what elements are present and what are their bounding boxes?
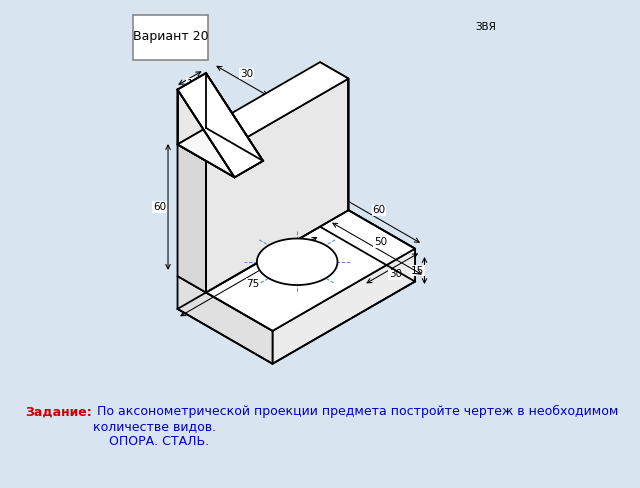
Polygon shape	[320, 62, 349, 210]
Polygon shape	[177, 144, 206, 292]
Polygon shape	[177, 73, 263, 177]
Text: 50: 50	[374, 237, 387, 247]
Text: 60: 60	[153, 202, 166, 212]
Text: 30: 30	[389, 269, 402, 279]
Text: Ø30: Ø30	[281, 244, 302, 253]
Text: 25: 25	[255, 129, 268, 140]
Polygon shape	[177, 90, 234, 177]
Polygon shape	[206, 73, 263, 161]
Polygon shape	[177, 128, 263, 177]
Polygon shape	[320, 194, 415, 282]
Text: 75: 75	[246, 279, 260, 289]
Text: 60: 60	[372, 205, 385, 215]
Text: 30: 30	[240, 69, 253, 79]
Polygon shape	[177, 194, 415, 331]
Polygon shape	[206, 79, 349, 292]
Polygon shape	[273, 248, 415, 364]
Polygon shape	[177, 276, 273, 364]
Polygon shape	[257, 239, 337, 285]
Text: По аксонометрической проекции предмета постройте чертеж в необходимом
количестве: По аксонометрической проекции предмета п…	[93, 405, 619, 448]
Text: Задание:: Задание:	[25, 405, 92, 418]
FancyBboxPatch shape	[132, 15, 209, 61]
Text: 15: 15	[411, 265, 424, 276]
Text: ЗВЯ: ЗВЯ	[475, 22, 496, 32]
Text: Вариант 20: Вариант 20	[132, 30, 209, 43]
Polygon shape	[177, 62, 349, 161]
Polygon shape	[177, 73, 206, 144]
Text: 15: 15	[187, 79, 200, 89]
